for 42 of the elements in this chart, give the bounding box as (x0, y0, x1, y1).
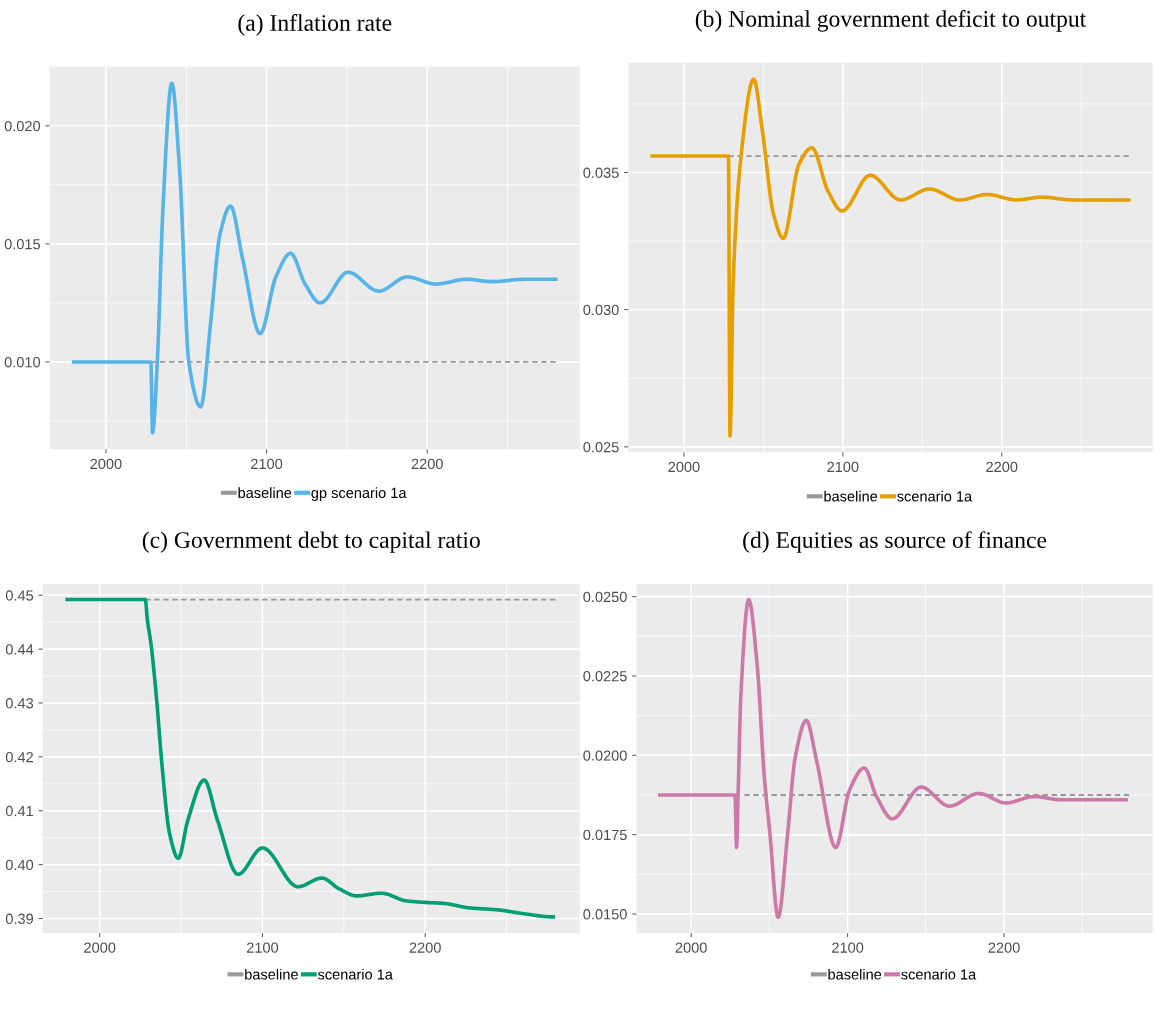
y-tick-label: 0.035 (583, 167, 619, 178)
x-tick-label: 2000 (675, 942, 707, 953)
y-tick-label: 0.44 (5, 644, 34, 655)
y-tick-label: 0.0200 (583, 750, 627, 761)
y-tick-label: 0.42 (5, 751, 33, 763)
legend-label: baseline (238, 487, 292, 499)
y-tick-label: 0.40 (5, 859, 34, 871)
legend-label: scenario 1a (901, 968, 977, 980)
x-tick-label: 2100 (832, 942, 864, 953)
y-tick-label: 0.0225 (583, 671, 627, 682)
x-tick-label: 2200 (411, 458, 443, 470)
y-tick-label: 0.015 (4, 238, 41, 250)
x-tick-label: 2200 (986, 461, 1018, 473)
x-tick-label: 2100 (246, 942, 279, 953)
legend-label: baseline (245, 968, 298, 980)
y-tick-label: 0.0150 (583, 909, 627, 920)
y-tick-label: 0.025 (583, 441, 619, 453)
x-tick-label: 2200 (409, 942, 441, 953)
y-tick-label: 0.45 (5, 590, 34, 601)
y-tick-label: 0.020 (4, 120, 41, 132)
legend-label: scenario 1a (317, 968, 393, 980)
x-tick-label: 2100 (827, 461, 859, 473)
y-tick-label: 0.0175 (583, 829, 627, 841)
y-tick-label: 0.43 (5, 698, 34, 709)
chart-title: (b) Nominal government deficit to output (695, 10, 1087, 32)
y-tick-label: 0.030 (583, 304, 619, 316)
y-tick-label: 0.0250 (583, 591, 627, 603)
chart-title: (d) Equities as source of finance (743, 531, 1047, 553)
legend-label: gp scenario 1a (311, 487, 407, 501)
legend-label: baseline (824, 490, 878, 502)
y-tick-label: 0.41 (5, 805, 33, 817)
x-tick-label: 2000 (84, 942, 116, 953)
x-tick-label: 2000 (668, 461, 700, 473)
legend-label: scenario 1a (897, 490, 973, 502)
chart-title: (a) Inflation rate (238, 14, 392, 36)
y-tick-label: 0.010 (4, 357, 41, 368)
y-tick-label: 0.39 (5, 913, 34, 924)
x-tick-label: 2000 (90, 458, 122, 470)
chart-title: (c) Government debt to capital ratio (142, 531, 480, 553)
x-tick-label: 2200 (988, 942, 1020, 953)
x-tick-label: 2100 (251, 458, 283, 470)
legend-label: baseline (828, 968, 882, 980)
